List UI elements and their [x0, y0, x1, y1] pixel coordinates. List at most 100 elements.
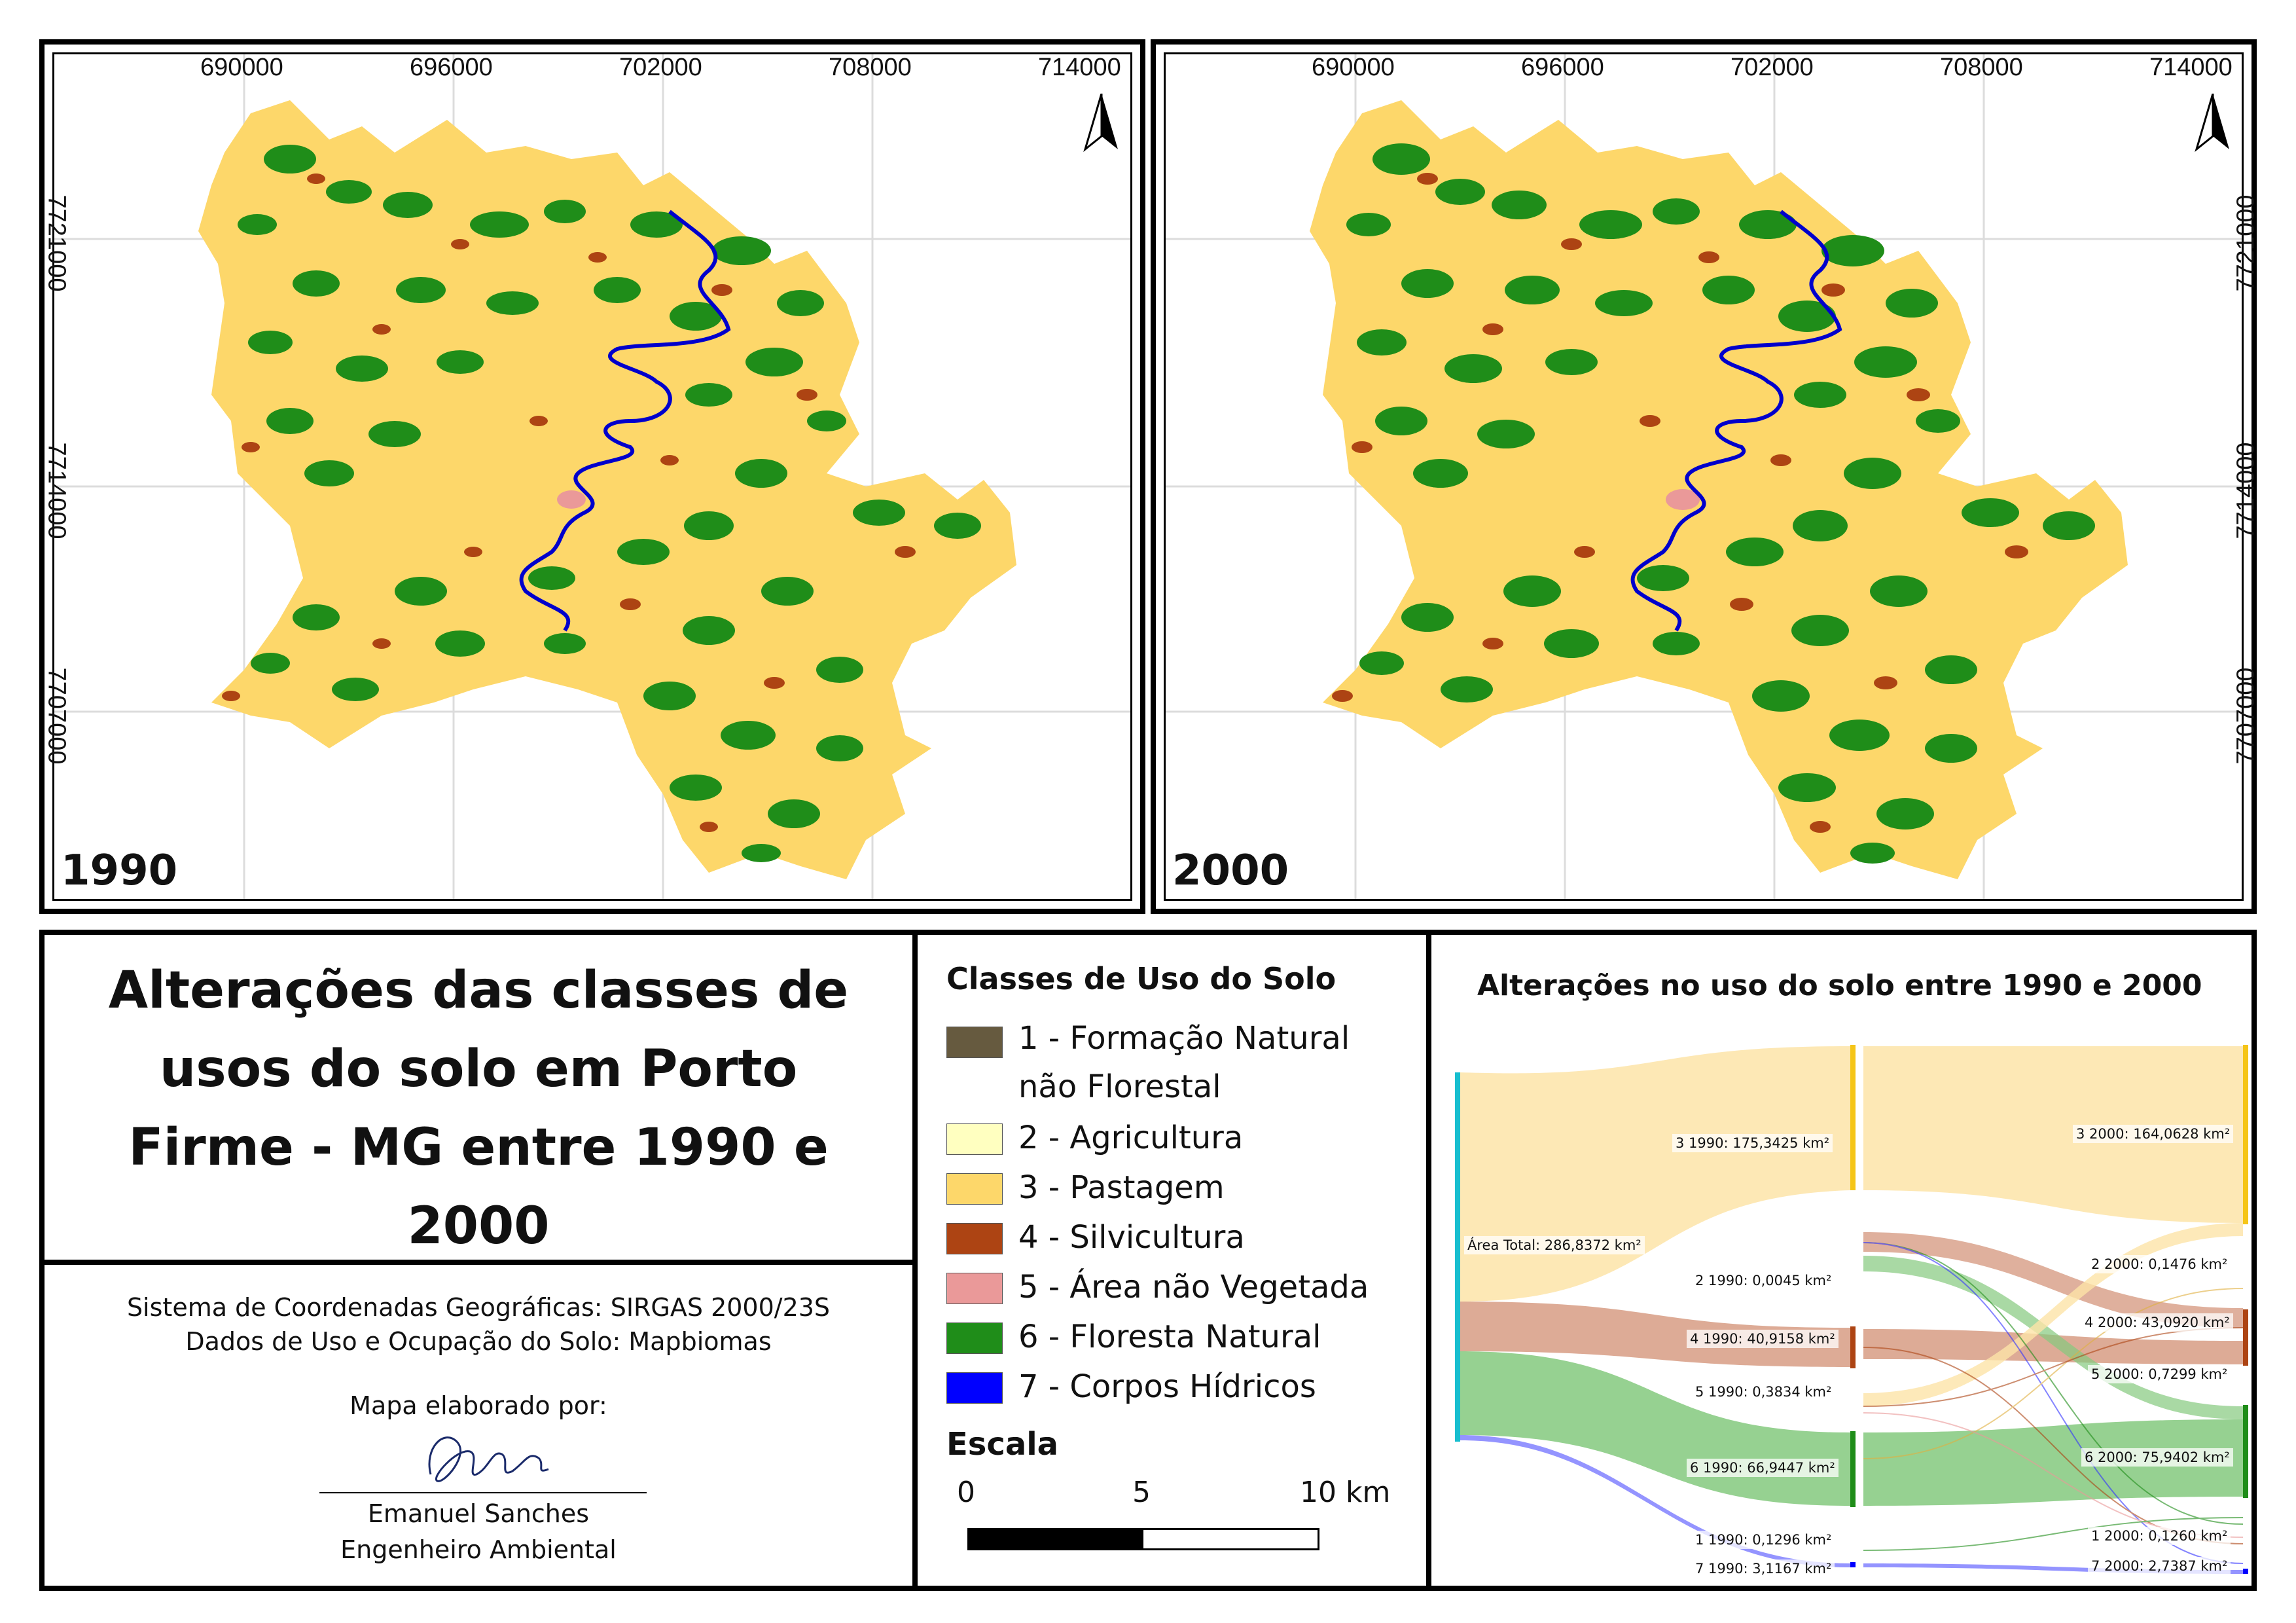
flow-3-4: [1863, 1232, 2243, 1328]
x-tick: 714000: [2149, 54, 2233, 81]
scale-label-10: 10 km: [1300, 1476, 1391, 1509]
author-role: Engenheiro Ambiental: [340, 1535, 617, 1564]
map-year-2000: 2000: [1172, 847, 1289, 895]
legend-item: 2 - Agricultura: [946, 1113, 1431, 1163]
node-label-1990: 1 1990: 0,1296 km²: [1692, 1531, 1835, 1549]
data-source-text: Dados de Uso e Ocupação do Solo: Mapbiom…: [185, 1327, 772, 1356]
node-total: [1455, 1072, 1460, 1442]
legend-title: Classes de Uso do Solo: [946, 961, 1336, 996]
node-7-2000: [2243, 1569, 2248, 1574]
flow-4-4b: [1863, 1329, 2243, 1364]
flow-6-6b: [1863, 1419, 2243, 1506]
y-tick: 7707000: [43, 667, 71, 765]
swatch-area-nao-vegetada: [946, 1273, 1003, 1304]
node-label-1990: 7 1990: 3,1167 km²: [1692, 1559, 1835, 1578]
node-4-1990: [1850, 1326, 1856, 1368]
map-panel-2000: 2000 690000 696000 702000 708000 714000 …: [1151, 39, 2260, 914]
municipality-shape-2000: [1310, 100, 2128, 879]
map-canvas-1990[interactable]: [54, 54, 1130, 899]
x-tick: 690000: [200, 54, 283, 81]
x-tick: 714000: [1038, 54, 1121, 81]
author-name: Emanuel Sanches: [367, 1499, 590, 1528]
node-6-2000: [2243, 1405, 2248, 1498]
flow-3-3: [1460, 1046, 1850, 1302]
flow-6-3: [1863, 1223, 2243, 1406]
title-line: usos do solo em Porto: [159, 1040, 798, 1099]
legend-item: 7 - Corpos Hídricos: [946, 1362, 1431, 1412]
node-label-1990: 4 1990: 40,9158 km²: [1687, 1330, 1839, 1348]
swatch-floresta-natural: [946, 1322, 1003, 1354]
node-label-1990: 5 1990: 0,3834 km²: [1692, 1383, 1835, 1401]
flow-3-3b: [1863, 1046, 2243, 1223]
x-tick: 708000: [1940, 54, 2023, 81]
map-frame-2000: 2000: [1164, 52, 2244, 901]
map-panel-1990: 1990 690000 696000 702000 708000 714000 …: [39, 39, 1145, 914]
sankey-title: Alterações no uso do solo entre 1990 e 2…: [1477, 969, 2202, 1002]
legend-label: 6 - Floresta Natural: [1018, 1319, 1321, 1355]
legend-box: Classes de Uso do Solo 1 - Formação Natu…: [912, 930, 1431, 1591]
y-tick: 7714000: [43, 442, 71, 539]
x-tick: 708000: [829, 54, 912, 81]
y-tick: 7714000: [2232, 442, 2260, 539]
map-canvas-2000[interactable]: [1166, 54, 2242, 899]
swatch-agricultura: [946, 1123, 1003, 1155]
legend-item: 1 - Formação Natural não Florestal: [946, 1013, 1431, 1118]
title-box: Alterações das classes de usos do solo e…: [39, 930, 918, 1265]
node-label-1990: 2 1990: 0,0045 km²: [1692, 1271, 1835, 1290]
swatch-silvicultura: [946, 1223, 1003, 1254]
node-label-2000: 2 2000: 0,1476 km²: [2088, 1255, 2231, 1273]
node-label-2000: 5 2000: 0,7299 km²: [2088, 1365, 2231, 1383]
swatch-corpos-hidricos: [946, 1372, 1003, 1404]
municipality-shape-1990: [198, 100, 1016, 879]
legend-label: 4 - Silvicultura: [1018, 1219, 1245, 1256]
flow-4-4: [1460, 1302, 1850, 1367]
north-arrow-icon: [1082, 94, 1121, 153]
x-tick: 702000: [619, 54, 702, 81]
legend-label: 7 - Corpos Hídricos: [1018, 1368, 1316, 1405]
x-tick: 696000: [1521, 54, 1604, 81]
legend-label: 5 - Área não Vegetada: [1018, 1269, 1369, 1305]
legend-item: 4 - Silvicultura: [946, 1213, 1431, 1262]
title-line: Firme - MG entre 1990 e: [128, 1118, 829, 1177]
node-6-1990: [1850, 1431, 1856, 1507]
legend-label-cont: não Florestal: [1018, 1068, 1221, 1105]
flow-6-6: [1460, 1351, 1850, 1506]
sankey-box: Alterações no uso do solo entre 1990 e 2…: [1426, 930, 2257, 1591]
node-3-1990: [1850, 1045, 1856, 1190]
map-year-1990: 1990: [61, 847, 178, 895]
x-tick: 702000: [1731, 54, 1814, 81]
x-tick: 690000: [1312, 54, 1395, 81]
node-label-2000: 3 2000: 164,0628 km²: [2073, 1125, 2234, 1143]
swatch-formacao-natural: [946, 1027, 1003, 1058]
node-label-1990: 6 1990: 66,9447 km²: [1687, 1459, 1839, 1477]
x-tick: 696000: [410, 54, 493, 81]
map-frame-1990: 1990: [52, 52, 1132, 901]
crs-text: Sistema de Coordenadas Geográficas: SIRG…: [126, 1293, 831, 1322]
node-4-2000: [2243, 1309, 2248, 1366]
signature-line: [319, 1492, 647, 1493]
legend-label: 2 - Agricultura: [1018, 1120, 1244, 1156]
title-line: Alterações das classes de: [108, 961, 849, 1020]
node-label-2000: 4 2000: 43,0920 km²: [2081, 1313, 2233, 1332]
title-line: 2000: [407, 1197, 550, 1256]
node-3-2000: [2243, 1045, 2248, 1224]
node-label-2000: 7 2000: 2,7387 km²: [2088, 1557, 2231, 1575]
total-area-label: Área Total: 286,8372 km²: [1464, 1236, 1645, 1254]
north-arrow-icon: [2193, 94, 2233, 153]
legend-item: 3 - Pastagem: [946, 1163, 1431, 1213]
scale-title: Escala: [946, 1426, 1059, 1463]
y-tick: 7721000: [43, 194, 71, 292]
node-label-2000: 1 2000: 0,1260 km²: [2088, 1527, 2231, 1545]
made-by-text: Mapa elaborado por:: [350, 1391, 607, 1420]
legend-item: 5 - Área não Vegetada: [946, 1262, 1431, 1312]
legend-label: 3 - Pastagem: [1018, 1169, 1225, 1206]
scale-bar: [967, 1528, 1319, 1550]
scale-label-5: 5: [1132, 1476, 1151, 1509]
swatch-pastagem: [946, 1173, 1003, 1205]
info-box: Sistema de Coordenadas Geográficas: SIRG…: [39, 1260, 918, 1591]
node-label-2000: 6 2000: 75,9402 km²: [2081, 1448, 2233, 1467]
scale-label-0: 0: [957, 1476, 975, 1509]
flow-3-6: [1863, 1256, 2243, 1419]
y-tick: 7721000: [2232, 194, 2260, 292]
legend-item: 6 - Floresta Natural: [946, 1312, 1431, 1362]
